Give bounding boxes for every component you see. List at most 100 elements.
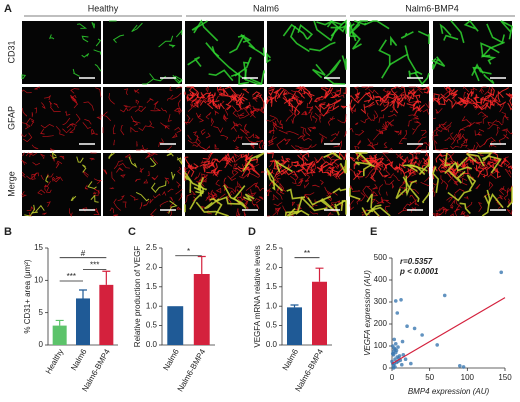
stain <box>206 169 217 174</box>
stain <box>250 158 259 164</box>
x-axis-label: BMP4 expression (AU) <box>408 387 490 396</box>
stain <box>187 164 195 170</box>
stain <box>130 116 139 126</box>
stain <box>344 113 347 123</box>
stain <box>480 97 489 102</box>
stain <box>93 189 100 197</box>
stain <box>273 89 279 94</box>
stain <box>151 175 159 181</box>
stain <box>434 148 449 151</box>
point <box>393 299 398 303</box>
stain <box>296 169 307 177</box>
stain <box>229 34 246 54</box>
stain <box>194 172 201 181</box>
stain <box>330 136 337 142</box>
stain <box>295 86 302 93</box>
stain <box>272 193 279 201</box>
stain <box>276 160 289 168</box>
stain <box>383 199 391 205</box>
stain <box>411 172 417 177</box>
stain <box>239 128 249 136</box>
stain <box>133 88 140 94</box>
stain <box>278 129 288 135</box>
y-axis-label: VEGFA expression (AU) <box>363 270 372 356</box>
stain <box>91 21 95 29</box>
stain <box>399 155 407 163</box>
stain <box>272 122 278 130</box>
stain <box>240 34 256 50</box>
stain <box>372 94 388 100</box>
stain <box>459 98 472 105</box>
stain <box>43 94 52 101</box>
stain <box>24 204 36 217</box>
stain <box>480 96 485 105</box>
point <box>420 333 424 337</box>
stain <box>318 164 327 173</box>
point <box>393 342 398 346</box>
stain <box>298 91 305 99</box>
stain <box>225 190 235 199</box>
stain <box>293 160 304 169</box>
stain <box>450 132 455 141</box>
stain <box>112 124 116 135</box>
stain <box>500 20 513 40</box>
stain <box>231 94 237 102</box>
stain <box>261 140 265 150</box>
stain <box>417 104 426 112</box>
stain <box>128 156 138 169</box>
stain <box>480 89 485 94</box>
stain <box>354 129 365 136</box>
stain <box>330 166 335 175</box>
stain <box>21 122 31 130</box>
stain <box>286 207 310 217</box>
stain <box>149 120 155 129</box>
stain <box>175 189 183 195</box>
stain <box>149 157 157 167</box>
stain <box>334 162 340 168</box>
point <box>391 366 396 370</box>
stain <box>237 96 248 106</box>
stain <box>477 152 494 162</box>
y-tick-label: 0.5 <box>266 321 278 330</box>
stain <box>480 41 505 57</box>
stain <box>35 204 45 213</box>
significance: * <box>187 247 190 256</box>
stain <box>353 171 364 178</box>
stain <box>307 195 332 206</box>
stain <box>215 94 223 101</box>
stain <box>69 125 76 133</box>
stain <box>486 23 505 44</box>
micrograph <box>267 21 346 84</box>
stain <box>93 178 102 184</box>
stain <box>136 141 138 147</box>
stain <box>195 182 205 195</box>
stain <box>340 105 348 109</box>
error-bar <box>79 289 87 299</box>
stain <box>279 188 287 195</box>
stain <box>344 130 347 137</box>
stain <box>390 86 399 98</box>
stain <box>435 207 441 212</box>
stain <box>349 22 357 42</box>
stain <box>299 85 306 95</box>
stain <box>386 191 388 196</box>
stain <box>292 162 300 168</box>
stain <box>196 135 201 142</box>
stain <box>169 86 173 91</box>
stain <box>176 181 181 188</box>
stain <box>53 103 59 109</box>
stain <box>412 123 422 135</box>
stain <box>184 118 194 125</box>
stain <box>245 183 258 191</box>
stain <box>205 112 212 120</box>
micrograph <box>185 21 264 84</box>
point <box>458 364 462 368</box>
stain <box>360 104 367 115</box>
stain <box>412 199 419 206</box>
stain <box>324 86 332 99</box>
stain <box>396 167 399 173</box>
stain <box>461 116 471 124</box>
stain <box>267 89 273 99</box>
stain <box>248 172 261 178</box>
stain <box>164 125 170 129</box>
